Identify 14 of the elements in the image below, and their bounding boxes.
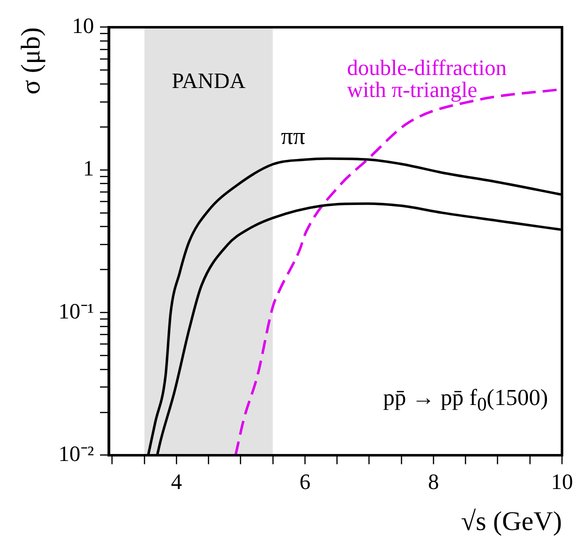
x-tick-label: 4 xyxy=(170,469,182,494)
annotation: ππ xyxy=(280,124,306,152)
y-tick-label: 1 xyxy=(82,156,94,181)
x-tick-label: 10 xyxy=(551,469,573,494)
y-axis-title: σ (μb) xyxy=(15,27,46,94)
y-tick-label: 10 xyxy=(72,12,94,38)
y-tick-label: 10⁻² xyxy=(58,440,94,466)
y-tick-label: 10⁻¹ xyxy=(58,298,94,324)
x-tick-label: 6 xyxy=(299,469,310,494)
band-label: PANDA xyxy=(172,68,246,93)
series-label: double-diffraction with π-triangle xyxy=(347,55,508,102)
x-tick-label: 8 xyxy=(428,469,439,494)
x-axis-title: √s (GeV) xyxy=(460,506,562,536)
annotation: pp̄ → pp̄ f$_{0}$(1500) xyxy=(383,385,548,417)
